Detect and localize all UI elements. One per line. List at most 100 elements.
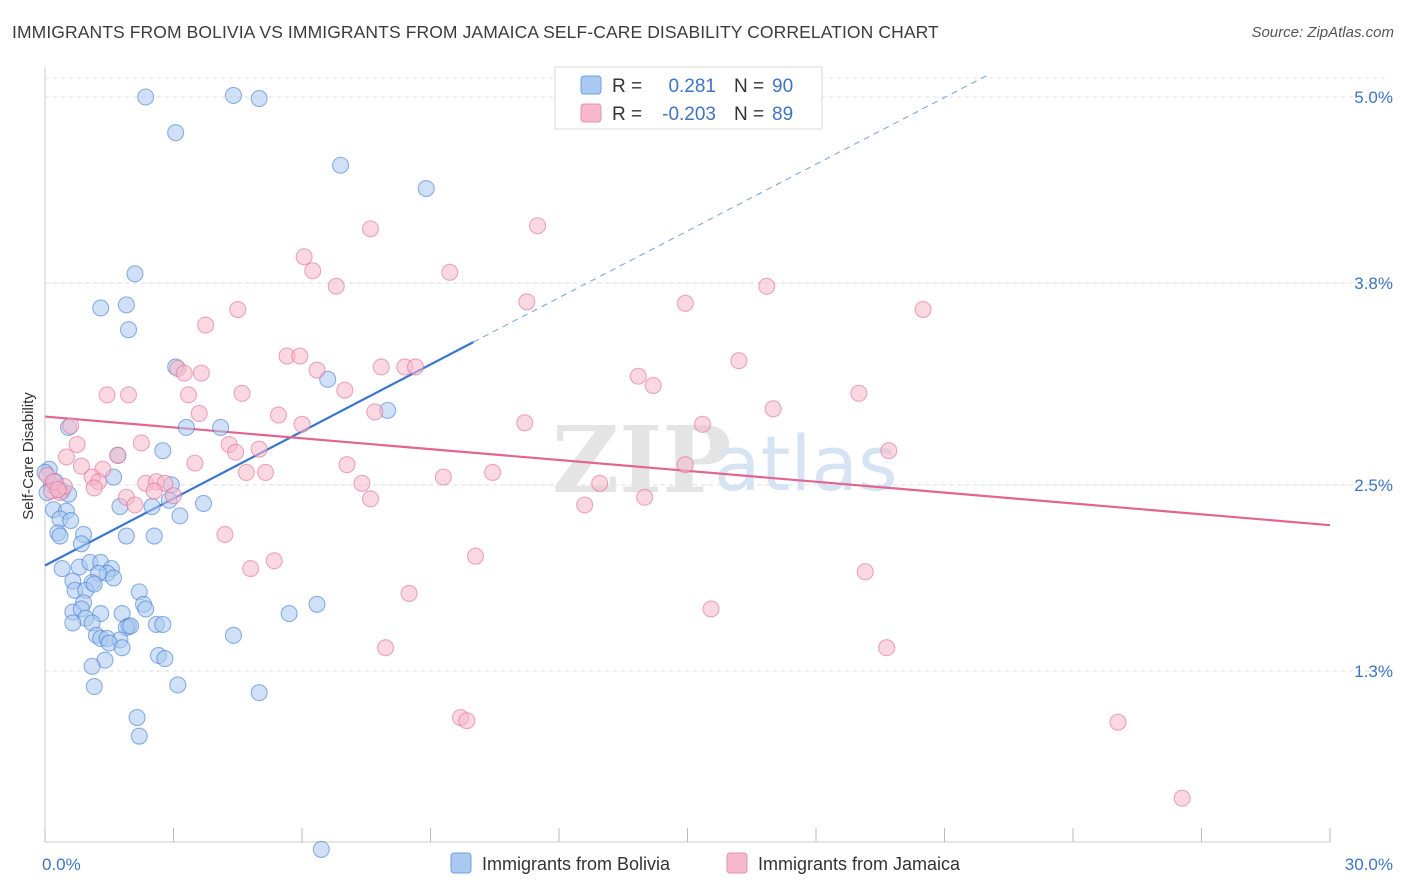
point-jamaica-61 [591,474,609,492]
point-jamaica-71 [636,488,654,506]
point-jamaica-30 [366,403,384,421]
point-jamaica-51 [237,463,255,481]
y-tick-label-3: 5.0% [1354,88,1393,107]
point-jamaica-53 [484,463,502,481]
legend-n-label-2: N = [734,104,764,125]
point-jamaica-1 [361,220,380,238]
point-jamaica-59 [353,474,371,492]
point-bolivia-77 [224,626,243,644]
watermark-atlas: atlas [714,419,898,508]
point-bolivia-79 [156,650,174,668]
legend-r-label-1: R = [612,76,642,97]
point-jamaica-39 [132,434,150,452]
point-bolivia-11 [319,370,337,388]
series-legend-swatch-bolivia [450,852,472,874]
point-jamaica-82 [458,712,476,730]
point-jamaica-69 [126,496,144,514]
source-label: Source: ZipAtlas.com [1251,24,1394,41]
point-bolivia-39 [145,527,163,545]
point-jamaica-76 [856,563,874,581]
series-points-0 [36,86,435,858]
point-bolivia-37 [72,535,90,553]
point-bolivia-82 [85,677,103,696]
point-jamaica-70 [576,496,594,514]
series-legend-label-jamaica: Immigrants from Jamaica [758,854,961,874]
point-jamaica-77 [400,584,418,602]
point-bolivia-49 [104,569,123,587]
point-bolivia-13 [177,418,195,436]
correlation-legend: R = 0.281 N = 90 R = -0.203 N = 89 [554,66,823,130]
point-jamaica-9 [229,300,247,319]
point-bolivia-38 [117,527,135,545]
point-bolivia-70 [154,615,172,634]
axes [44,67,1331,843]
x-tick-label-1: 30.0% [1345,855,1393,874]
point-bolivia-14 [212,418,230,436]
point-jamaica-60 [434,468,452,486]
trend-extension-bolivia [473,74,988,343]
series-points-1 [38,217,1191,807]
point-jamaica-13 [291,347,309,365]
point-bolivia-40 [53,560,71,578]
point-jamaica-68 [164,487,183,505]
point-jamaica-45 [109,446,127,464]
point-jamaica-2 [295,248,313,266]
point-jamaica-80 [878,639,896,657]
legend-n-label-1: N = [734,76,764,97]
point-bolivia-33 [62,511,80,530]
point-jamaica-63 [145,482,163,500]
point-bolivia-3 [167,124,185,142]
point-jamaica-8 [676,294,694,312]
point-jamaica-38 [68,435,86,454]
point-jamaica-19 [175,364,193,382]
point-jamaica-48 [676,456,694,474]
point-bolivia-87 [312,840,330,858]
point-jamaica-84 [1173,789,1191,807]
legend-n-value-2: 89 [772,104,793,125]
point-jamaica-23 [644,377,662,395]
point-jamaica-44 [57,448,75,466]
point-jamaica-29 [850,384,868,402]
series-legend-swatch-jamaica [726,852,748,874]
point-bolivia-76 [113,639,131,657]
point-jamaica-46 [186,454,204,472]
point-jamaica-74 [265,552,283,570]
point-bolivia-57 [308,595,326,613]
y-tick-label-1: 2.5% [1354,476,1393,495]
point-jamaica-83 [1109,713,1127,731]
point-jamaica-64 [361,490,380,508]
point-jamaica-35 [516,414,534,432]
point-bolivia-1 [224,86,243,104]
point-bolivia-6 [126,265,144,283]
point-jamaica-24 [98,386,116,404]
point-jamaica-79 [376,639,395,657]
point-jamaica-47 [338,456,356,474]
point-jamaica-6 [758,277,776,295]
point-jamaica-52 [257,463,275,481]
point-jamaica-0 [529,217,547,235]
point-bolivia-86 [130,727,148,745]
point-bolivia-28 [143,498,161,516]
point-bolivia-2 [250,90,268,108]
point-jamaica-5 [327,277,345,295]
point-bolivia-85 [128,708,146,727]
point-jamaica-62 [85,479,103,497]
legend-swatch-jamaica [580,103,602,123]
point-bolivia-7 [117,296,135,314]
point-bolivia-17 [154,442,172,460]
point-jamaica-72 [216,525,234,544]
point-jamaica-36 [693,415,712,433]
point-bolivia-8 [92,299,110,317]
point-jamaica-88 [49,480,67,499]
point-jamaica-26 [179,386,198,404]
series-legend: Immigrants from Bolivia Immigrants from … [450,852,961,874]
point-jamaica-43 [880,442,898,460]
point-jamaica-32 [190,404,208,423]
point-jamaica-78 [702,600,720,618]
point-jamaica-22 [629,367,647,385]
point-jamaica-33 [269,406,287,424]
series-legend-label-bolivia: Immigrants from Bolivia [482,854,671,874]
point-jamaica-42 [227,443,245,461]
point-bolivia-0 [137,88,155,106]
legend-r-label-2: R = [612,104,642,125]
